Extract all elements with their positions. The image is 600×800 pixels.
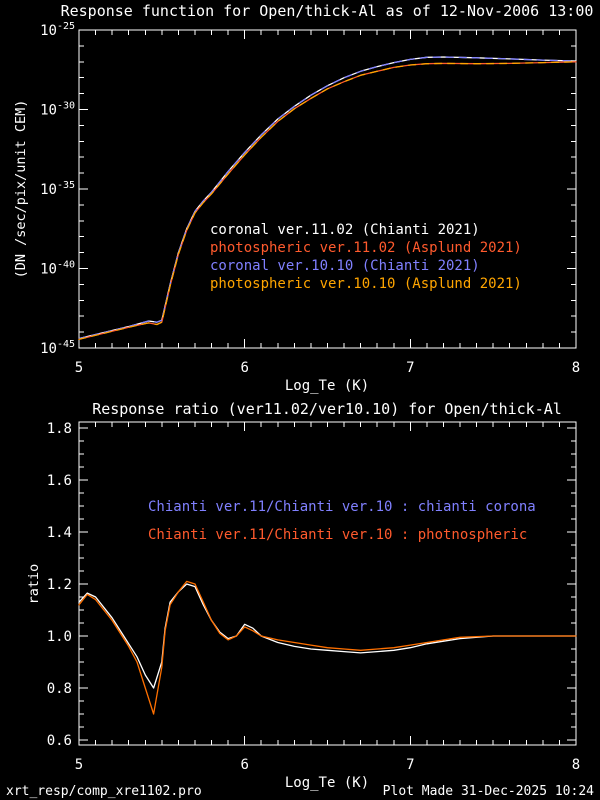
bottom-chart-ylabel: ratio — [26, 564, 42, 605]
y-tick-label: 1.6 — [47, 473, 72, 489]
series-coronal-ver-10-10 — [78, 56, 577, 340]
y-tick-label: 10-35 — [40, 180, 75, 198]
bottom-chart-title: Response ratio (ver11.02/ver10.10) for O… — [92, 400, 562, 418]
legend-coronal-11-02: coronal ver.11.02 (Chianti 2021) — [210, 222, 480, 238]
series-coronal-ver-11-02 — [78, 56, 577, 340]
x-tick-label: 7 — [406, 360, 414, 376]
legend-ratio-photospheric: Chianti ver.11/Chianti ver.10 : photnosp… — [148, 527, 527, 543]
y-tick-label: 10-40 — [40, 260, 75, 278]
y-tick-label: 1.8 — [47, 421, 72, 437]
x-tick-label: 5 — [75, 360, 83, 376]
y-tick-label: 10-45 — [40, 339, 75, 357]
plot-box — [78, 29, 577, 349]
series-photospheric-ver-11-02 — [78, 61, 577, 340]
legend-photospheric-10-10: photospheric ver.10.10 (Asplund 2021) — [210, 276, 522, 292]
footer-plot-made-timestamp: Plot Made 31-Dec-2025 10:24 — [383, 784, 594, 799]
top-chart-title: Response function for Open/thick-Al as o… — [61, 2, 594, 20]
x-tick-label: 7 — [406, 757, 414, 773]
footer-script-path: xrt_resp/comp_xre1102.pro — [6, 784, 202, 799]
y-tick-label: 10-30 — [40, 101, 75, 119]
y-tick-label: 0.6 — [47, 733, 72, 749]
x-tick-label: 6 — [240, 360, 248, 376]
series-photospheric-ver-10-10 — [78, 61, 577, 340]
y-tick-label: 1.2 — [47, 577, 72, 593]
legend-ratio-corona: Chianti ver.11/Chianti ver.10 : chianti … — [148, 499, 536, 515]
x-tick-label: 6 — [240, 757, 248, 773]
x-tick-label: 5 — [75, 757, 83, 773]
y-tick-label: 1.0 — [47, 629, 72, 645]
top-chart-axes: 5 6 7 8 10-25 10-30 10-35 10-40 10-45 — [40, 21, 580, 376]
y-tick-label: 1.4 — [47, 525, 72, 541]
legend-coronal-10-10: coronal ver.10.10 (Chianti 2021) — [210, 258, 480, 274]
bottom-chart-axes: 5 6 7 8 1.8 1.6 1.4 1.2 1.0 0.8 0.6 — [47, 421, 581, 773]
bottom-chart-xlabel: Log_Te (K) — [285, 775, 369, 791]
plot-box — [78, 421, 577, 746]
y-tick-label: 10-25 — [40, 21, 75, 39]
x-tick-label: 8 — [572, 360, 580, 376]
y-tick-label: 0.8 — [47, 681, 72, 697]
x-tick-label: 8 — [572, 757, 580, 773]
legend-photospheric-11-02: photospheric ver.11.02 (Asplund 2021) — [210, 240, 522, 256]
top-chart-ylabel: (DN /sec/pix/unit CEM) — [13, 100, 29, 279]
series-photospheric-ratio — [78, 580, 577, 715]
top-chart-xlabel: Log_Te (K) — [285, 378, 369, 394]
